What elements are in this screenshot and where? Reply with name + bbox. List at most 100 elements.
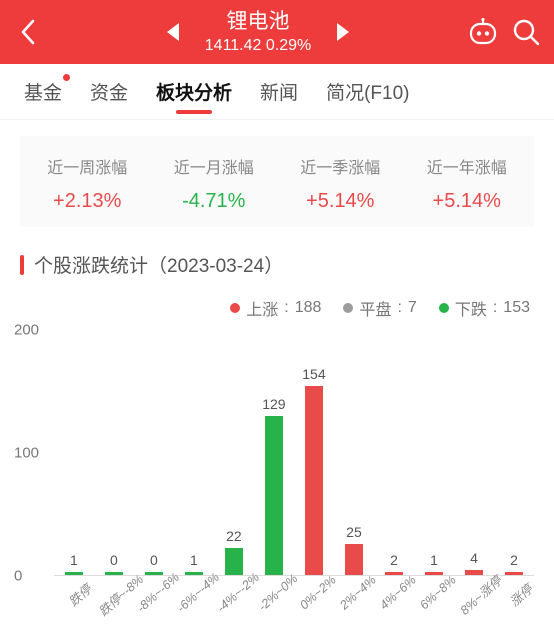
chart-legend: 上涨: 188 平盘: 7 下跌: 153 xyxy=(0,282,554,324)
x-tick-label: -6%~-4% xyxy=(174,570,222,615)
header-subtitle: 1411.42 0.29% xyxy=(205,36,311,55)
bar-slot: 48%~涨停 xyxy=(456,330,492,575)
tab-label: 基金 xyxy=(24,78,62,105)
bar-slot: 0跌停~-8% xyxy=(96,330,132,575)
back-button[interactable] xyxy=(8,19,48,45)
bar-value-label: 0 xyxy=(150,552,158,568)
bar-slot: 129-2%~0% xyxy=(256,330,292,575)
bar xyxy=(465,570,484,575)
tab-fund[interactable]: 基金 xyxy=(10,64,76,120)
period-value: +5.14% xyxy=(277,190,404,213)
legend-down-label: 下跌 xyxy=(455,296,487,320)
tab-brief[interactable]: 简况(F10) xyxy=(312,64,423,120)
y-tick-label: 0 xyxy=(14,568,22,585)
period-cell: 近一年涨幅 +5.14% xyxy=(404,154,531,213)
tab-half[interactable] xyxy=(0,64,10,120)
search-icon xyxy=(512,18,540,46)
bar xyxy=(305,386,324,575)
x-tick-label: -4%~-2% xyxy=(214,570,262,615)
legend-up-dot xyxy=(230,303,240,313)
x-tick-label: 2%~4% xyxy=(337,573,379,612)
legend-up: 上涨: 188 xyxy=(230,296,321,320)
period-cell: 近一月涨幅-4.71% xyxy=(151,154,278,213)
legend-up-label: 上涨 xyxy=(246,296,278,320)
bar-value-label: 4 xyxy=(470,550,478,566)
legend-flat-count: 7 xyxy=(408,299,417,317)
tab-bar: 基金 资金 板块分析 新闻 简况(F10) xyxy=(0,64,554,120)
tab-news[interactable]: 新闻 xyxy=(246,64,312,120)
robot-icon xyxy=(468,18,498,46)
section-title: 个股涨跌统计（2023-03-24） xyxy=(34,251,283,278)
bar-value-label: 2 xyxy=(510,552,518,568)
bar xyxy=(185,572,204,575)
bar-value-label: 1 xyxy=(430,552,438,568)
period-label: 近一月涨幅 xyxy=(151,154,278,178)
header-title: 锂电池 xyxy=(205,9,311,34)
bar-slot: 24%~6% xyxy=(376,330,412,575)
period-cell: 近一季涨幅 +5.14% xyxy=(277,154,404,213)
period-label: 近一季涨幅 xyxy=(277,154,404,178)
header: 锂电池 1411.42 0.29% xyxy=(0,0,554,64)
x-tick-label: 0%~2% xyxy=(297,573,339,612)
bar-slot: 1540%~2% xyxy=(296,330,332,575)
x-tick-label: 6%~8% xyxy=(417,573,459,612)
period-cell: 近一周涨幅 +2.13% xyxy=(24,154,151,213)
header-title-block: 锂电池 1411.42 0.29% xyxy=(205,9,311,55)
chevron-left-icon xyxy=(20,19,36,45)
legend-flat: 平盘: 7 xyxy=(343,296,416,320)
bar-value-label: 22 xyxy=(226,528,242,544)
y-tick-label: 200 xyxy=(14,322,39,339)
bar-slot: 16%~8% xyxy=(416,330,452,575)
tab-sector[interactable]: 板块分析 xyxy=(142,64,246,120)
legend-down-dot xyxy=(439,303,449,313)
tab-label: 简况(F10) xyxy=(326,78,409,105)
section-accent-bar xyxy=(20,255,24,275)
legend-flat-label: 平盘 xyxy=(359,296,391,320)
period-label: 近一年涨幅 xyxy=(404,154,531,178)
bar xyxy=(505,572,524,575)
x-tick-label: 跌停~-8% xyxy=(93,569,146,620)
period-value: +5.14% xyxy=(404,190,531,213)
bar-slot: 1-6%~-4% xyxy=(176,330,212,575)
legend-down-count: 153 xyxy=(503,299,530,317)
tab-label: 资金 xyxy=(90,78,128,105)
bar xyxy=(425,572,444,575)
bar xyxy=(145,572,164,575)
bar-chart: 1跌停0跌停~-8%0-8%~-6%1-6%~-4%22-4%~-2%129-2… xyxy=(0,324,554,634)
bar-slot: 1跌停 xyxy=(56,330,92,575)
next-button[interactable] xyxy=(335,22,351,42)
section-header: 个股涨跌统计（2023-03-24） xyxy=(0,243,554,282)
bar xyxy=(345,544,364,575)
bar xyxy=(265,416,284,575)
bar-value-label: 129 xyxy=(262,396,285,412)
tab-label: 板块分析 xyxy=(156,78,232,105)
bar xyxy=(105,572,124,575)
period-value: +2.13% xyxy=(24,190,151,213)
bar-slot: 252%~4% xyxy=(336,330,372,575)
legend-up-count: 188 xyxy=(295,299,322,317)
prev-button[interactable] xyxy=(165,22,181,42)
x-tick-label: 4%~6% xyxy=(377,573,419,612)
bar xyxy=(225,548,244,575)
bar-value-label: 1 xyxy=(70,552,78,568)
legend-down: 下跌: 153 xyxy=(439,296,530,320)
tab-money[interactable]: 资金 xyxy=(76,64,142,120)
x-tick-label: -2%~0% xyxy=(256,572,301,614)
tab-label: 新闻 xyxy=(260,78,298,105)
bar-value-label: 154 xyxy=(302,366,325,382)
triangle-right-icon xyxy=(335,22,351,42)
search-button[interactable] xyxy=(512,18,540,46)
bar xyxy=(385,572,404,575)
y-tick-label: 100 xyxy=(14,445,39,462)
robot-button[interactable] xyxy=(468,18,498,46)
period-label: 近一周涨幅 xyxy=(24,154,151,178)
period-stats: 近一周涨幅+2.13%近一月涨幅-4.71%近一季涨幅+5.14%近一年涨幅+5… xyxy=(20,136,534,227)
triangle-left-icon xyxy=(165,22,181,42)
bar-slot: 0-8%~-6% xyxy=(136,330,172,575)
bar-value-label: 25 xyxy=(346,524,362,540)
bar-slot: 22-4%~-2% xyxy=(216,330,252,575)
bar-value-label: 0 xyxy=(110,552,118,568)
bar-value-label: 2 xyxy=(390,552,398,568)
x-tick-label: 跌停 xyxy=(64,579,95,610)
notification-dot xyxy=(63,74,70,81)
